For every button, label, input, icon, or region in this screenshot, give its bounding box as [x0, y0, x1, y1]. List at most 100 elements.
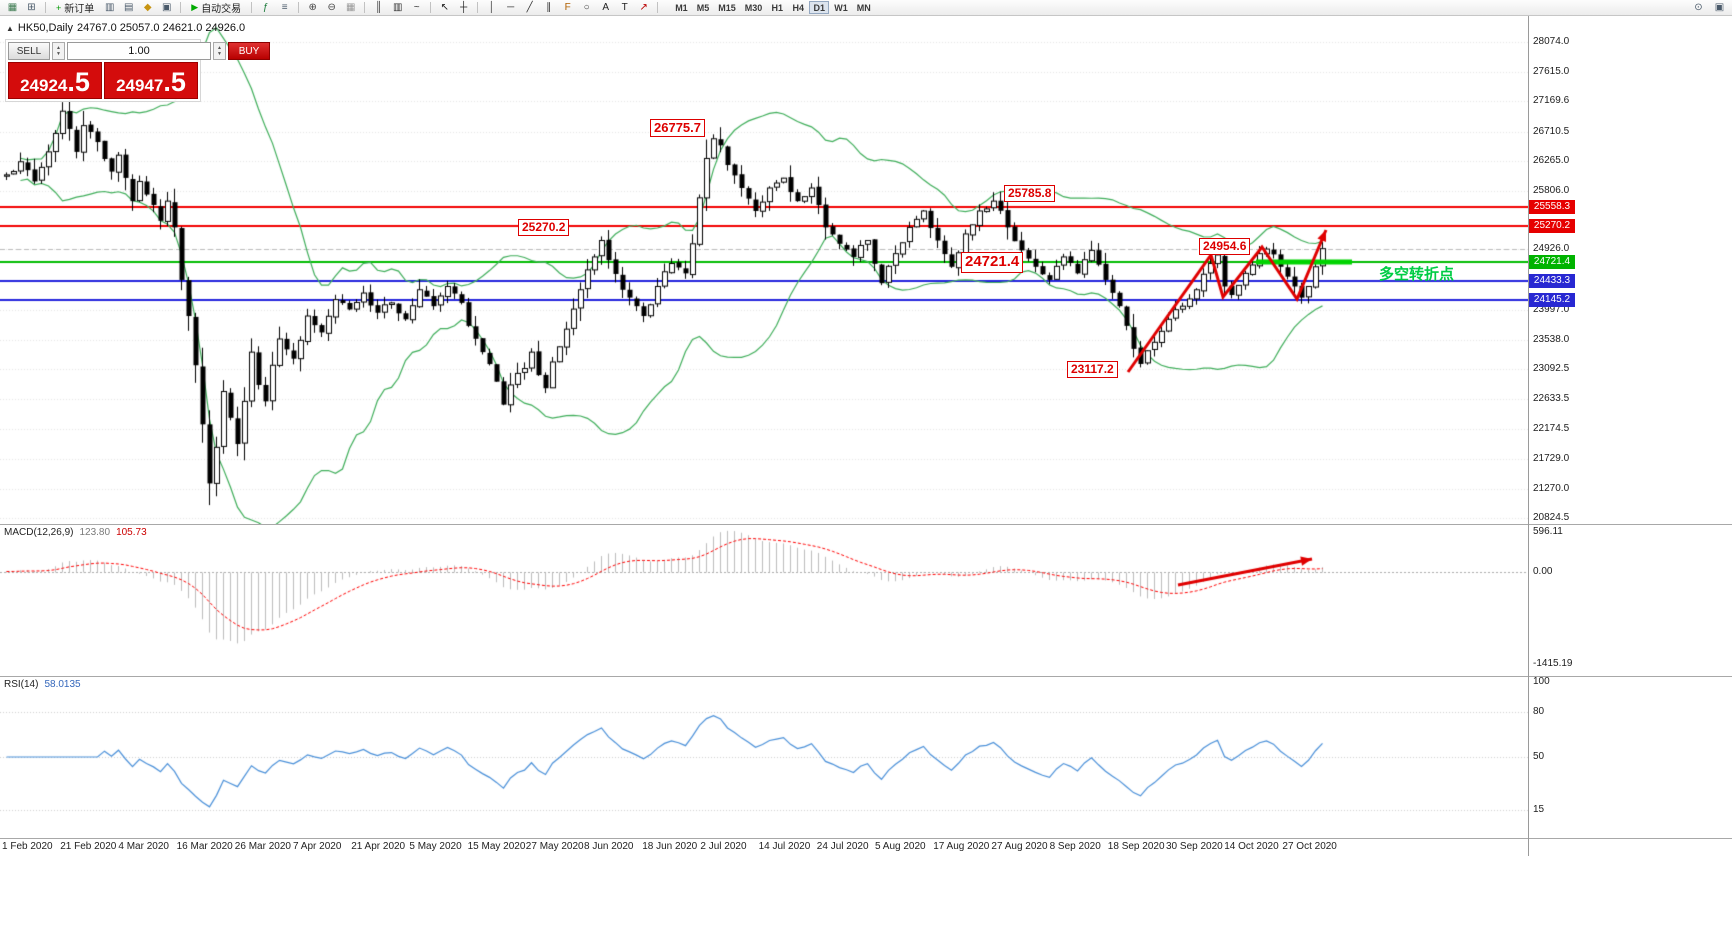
crosshair-icon[interactable]: ┼ [460, 1, 468, 13]
rsi-axis-label: 100 [1533, 676, 1550, 687]
timeframe-h1[interactable]: H1 [771, 2, 783, 13]
rsi-axis-label: 15 [1533, 803, 1545, 815]
price-axis-label: 24926.0 [1533, 242, 1570, 254]
macd-indicator-label: MACD(12,26,9) 123.80 105.73 [4, 527, 147, 538]
bar-chart-icon[interactable]: ▥ [392, 1, 403, 13]
timeframe-m15[interactable]: M15 [718, 2, 736, 13]
arrow-objects-icon[interactable]: ↗ [639, 1, 648, 13]
timeframe-m5[interactable]: M5 [696, 2, 710, 13]
new-order-button-label: 新订单 [64, 4, 95, 15]
volume-input[interactable] [67, 42, 211, 60]
trendline-icon[interactable]: ╱ [526, 1, 533, 13]
macd-panel-canvas[interactable] [0, 524, 1528, 676]
new-order-button-icon: + [56, 2, 62, 13]
price-axis-divider [1528, 16, 1529, 856]
volume-decrement-stepper[interactable]: ▲ ▼ [52, 42, 65, 60]
time-axis-label: 27 May 2020 [525, 841, 584, 852]
price-annotation: 24721.4 [961, 252, 1024, 273]
time-axis-label: 30 Sep 2020 [1166, 841, 1223, 852]
new-order-button[interactable]: + 新订单 [51, 1, 99, 16]
time-axis-label: 18 Sep 2020 [1107, 841, 1165, 852]
panel-toggle-icon[interactable]: ▲ [6, 23, 14, 33]
sell-price-main: 24924 [20, 76, 68, 95]
horizontal-line-icon[interactable]: ─ [507, 1, 515, 13]
rsi-axis-label: 50 [1533, 751, 1545, 762]
ellipse-icon[interactable]: ○ [583, 1, 590, 13]
market-watch-icon[interactable]: ▥ [105, 1, 115, 13]
price-axis-label: 21729.0 [1533, 452, 1570, 464]
symbol-ohlc: 24767.0 25057.0 24621.0 24926.0 [76, 22, 246, 34]
zoom-in-icon[interactable]: ⊕ [308, 1, 317, 13]
grid-icon[interactable]: ▦ [345, 1, 356, 13]
toolbar-separator [251, 2, 253, 13]
main-chart-canvas[interactable] [0, 16, 1528, 524]
price-annotation: 25270.2 [518, 219, 570, 236]
rsi-title: RSI(14) [4, 679, 39, 690]
vertical-line-icon[interactable]: │ [488, 1, 495, 13]
rsi-axis-label: 80 [1533, 706, 1545, 717]
channel-icon[interactable]: ∥ [546, 1, 552, 13]
time-axis-label: 21 Feb 2020 [60, 841, 117, 852]
panel-separator[interactable] [0, 676, 1732, 677]
new-chart-icon[interactable]: ⊞ [27, 1, 36, 13]
indicators-icon[interactable]: ƒ [262, 1, 269, 13]
autotrade-button-label: 自动交易 [201, 4, 242, 15]
price-axis-label: 21270.0 [1533, 482, 1570, 494]
search-icon[interactable]: ⊙ [1694, 1, 1703, 13]
sell-button[interactable]: SELL [8, 42, 50, 60]
price-level-badge: 25270.2 [1529, 219, 1575, 234]
buy-button[interactable]: BUY [228, 42, 270, 60]
toolbar-separator [298, 2, 300, 13]
zoom-out-icon[interactable]: ⊖ [327, 1, 336, 13]
text-label-icon[interactable]: T [621, 1, 628, 13]
time-axis-label: 8 Sep 2020 [1049, 841, 1101, 852]
time-axis-label: 14 Oct 2020 [1224, 841, 1279, 852]
data-window-icon[interactable]: ▤ [124, 1, 134, 13]
timeframe-w1[interactable]: W1 [834, 2, 848, 13]
toolbar: ▦ ⊞ + 新订单 ▥ ▤ ◆ ▣ ▶ 自动交易 ƒ ≡ ⊕ ⊖ ▦ ║ ▥ ~ ↖ ┼ │ ─ ╱ ∥ F ○ A T ↗ M1 M5 M… [0, 0, 1732, 16]
time-axis-label: 15 May 2020 [467, 841, 526, 852]
price-axis-label: 22174.5 [1533, 423, 1570, 435]
toolbar-separator [180, 2, 182, 13]
rsi-value: 58.0135 [44, 679, 81, 690]
time-axis-label: 16 Mar 2020 [176, 841, 233, 852]
panel-separator[interactable] [0, 524, 1732, 525]
fibonacci-icon[interactable]: F [564, 1, 571, 13]
time-axis-label: 27 Oct 2020 [1282, 841, 1337, 852]
time-axis-label: 5 May 2020 [409, 841, 462, 852]
one-click-trading-panel: SELL ▲▼ ▲▼ BUY 24924.5 24947.5 [5, 39, 270, 102]
time-axis-label: 2 Jul 2020 [700, 841, 747, 852]
text-icon[interactable]: A [602, 1, 610, 13]
macd-axis-label: 596.11 [1533, 526, 1563, 538]
objects-list-icon[interactable]: ≡ [281, 1, 288, 13]
candlestick-chart-icon[interactable]: ║ [375, 1, 383, 13]
timeframe-m1[interactable]: M1 [675, 2, 688, 13]
time-axis-label: 1 Feb 2020 [2, 841, 53, 852]
autotrade-button-icon: ▶ [191, 2, 199, 12]
macd-axis-label: 0.00 [1533, 565, 1553, 577]
timeframe-d1[interactable]: D1 [809, 1, 830, 14]
toolbar-separator [657, 2, 659, 13]
price-annotation: 24954.6 [1199, 238, 1251, 255]
buy-price-panel[interactable]: 24947.5 [104, 62, 198, 99]
chart-window-icon[interactable]: ▦ [7, 1, 18, 13]
step-up-icon: ▲ [56, 45, 61, 51]
line-chart-icon[interactable]: ~ [413, 1, 420, 13]
sell-price-panel[interactable]: 24924.5 [8, 62, 102, 99]
autotrade-button[interactable]: ▶ 自动交易 [186, 1, 246, 15]
buy-price-fraction: .5 [163, 67, 186, 97]
window-layout-icon[interactable]: ▣ [1714, 1, 1725, 13]
price-level-badge: 25558.3 [1529, 200, 1575, 215]
price-annotation: 25785.8 [1004, 185, 1056, 202]
timeframe-m30[interactable]: M30 [744, 2, 763, 13]
time-axis-label: 26 Mar 2020 [234, 841, 291, 852]
cursor-icon[interactable]: ↖ [440, 1, 449, 13]
buy-price-main: 24947 [116, 76, 164, 95]
timeframe-mn[interactable]: MN [856, 2, 871, 13]
rsi-panel-canvas[interactable] [0, 676, 1528, 838]
terminal-icon[interactable]: ▣ [162, 1, 172, 13]
volume-increment-stepper[interactable]: ▲ ▼ [213, 42, 226, 60]
timeframe-h4[interactable]: H4 [792, 2, 804, 13]
navigator-icon[interactable]: ◆ [143, 1, 152, 13]
